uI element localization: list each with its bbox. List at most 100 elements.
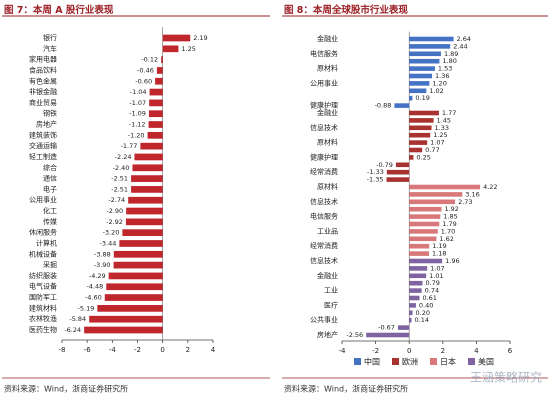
x-tick-label: -4 [339,347,347,355]
bar [148,110,163,118]
category-label: 电信服务 [310,212,338,221]
value-label: 1.89 [444,50,458,58]
bar [409,206,442,212]
category-label: 计算机 [36,238,57,247]
category-label: 家用电器 [29,55,57,64]
value-label: 0.77 [425,146,439,154]
category-label: 休闲服务 [29,228,57,237]
bar [409,110,439,116]
value-label: -3.44 [100,239,117,247]
bar [113,261,163,269]
value-label: 0.74 [425,287,439,295]
value-label: 0.61 [422,294,436,302]
bar [97,305,163,312]
bar [122,229,163,237]
category-label: 医药生物 [29,325,57,334]
value-label: 1.45 [437,116,451,124]
category-label: 信息技术 [310,256,338,265]
bar [409,36,454,42]
category-label: 食品饮料 [29,65,57,74]
category-label: 原材料 [317,64,338,73]
value-label: 1.70 [441,227,455,235]
value-label: -2.56 [346,331,363,339]
value-label: -0.79 [376,161,393,169]
bar [409,258,443,264]
bar [147,131,163,139]
x-tick-label: 4 [474,347,479,355]
category-label: 有色金属 [29,76,57,85]
value-label: 2.73 [458,198,472,206]
x-tick-label: 6 [508,347,513,355]
bar [409,147,423,153]
value-label: -4.29 [89,272,106,280]
bar [409,295,420,301]
category-label: 商业贸易 [29,98,57,107]
bar [409,125,432,131]
legend-swatch [430,358,437,365]
category-label: 采掘 [43,260,57,269]
value-label: -3.90 [94,261,111,269]
x-tick-label: -2 [134,346,141,354]
bar [119,240,163,247]
value-label: 1.19 [432,242,446,250]
bar [409,229,438,234]
value-label: 1.25 [181,45,195,53]
bar [409,118,434,123]
bar [409,192,463,197]
bar [409,221,440,227]
category-label: 建筑材料 [29,303,57,312]
value-label: 1.07 [430,139,444,147]
value-label: -1.20 [128,131,145,139]
legend-label: 日本 [440,357,456,367]
bar [155,77,163,85]
x-tick-label: 2 [186,346,190,354]
bar [149,99,163,107]
category-label: 传媒 [43,217,57,226]
category-label: 纺织服装 [29,271,57,280]
category-label: 电信服务 [310,49,338,58]
category-label: 交通运输 [29,141,57,150]
category-label: 金融业 [317,108,338,117]
bar [409,132,431,138]
value-label: -2.92 [106,218,123,226]
bar [126,207,163,215]
bar [409,44,451,49]
bar [148,121,163,128]
value-label: 1.33 [435,124,449,132]
value-label: 1.53 [438,65,452,73]
bar [134,153,163,161]
bar [128,196,163,204]
bar [162,34,191,42]
bar [409,184,481,190]
bar [366,332,410,338]
value-label: 4.22 [483,183,497,191]
bar [386,177,410,182]
bar [89,315,163,323]
bar [409,214,441,219]
bar [162,45,179,53]
value-label: -1.12 [129,121,146,129]
category-label: 通信 [43,174,57,183]
bar [409,236,437,242]
value-label: 1.07 [430,264,444,272]
x-tick-label: 4 [211,346,216,354]
category-label: 房地产 [36,120,57,129]
bar [106,283,163,291]
category-label: 电气设备 [29,282,57,291]
category-label: 原材料 [317,182,338,191]
bar [409,66,435,71]
category-label: 金融业 [317,34,338,43]
category-label: 房地产 [317,330,338,339]
value-label: -2.51 [111,185,128,193]
value-label: -4.48 [86,283,103,291]
value-label: 0.20 [416,309,430,317]
bar [409,243,430,249]
value-label: 0.40 [419,301,433,309]
bar [108,272,163,280]
value-label: 1.36 [435,72,449,80]
category-label: 健康护理 [310,152,338,161]
category-label: 轻工制造 [29,152,57,161]
value-label: -1.77 [121,142,138,150]
value-label: 1.96 [445,257,459,265]
